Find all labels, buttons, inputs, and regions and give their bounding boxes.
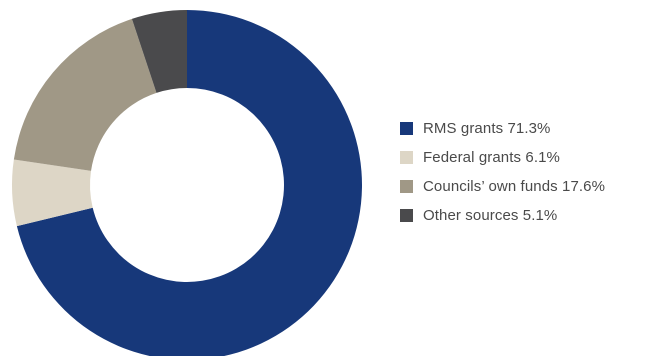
legend-swatch-other-sources bbox=[400, 208, 413, 222]
legend-item-councils-own-funds: Councils’ own funds 17.6% bbox=[400, 177, 606, 195]
legend-swatch-councils-own-funds bbox=[400, 179, 413, 193]
legend-swatch-federal-grants bbox=[400, 150, 413, 164]
legend-item-rms-grants: RMS grants 71.3% bbox=[400, 119, 605, 137]
legend-label-federal-grants: Federal grants 6.1% bbox=[423, 148, 560, 166]
legend-label-councils-own-funds: Councils’ own funds 17.6% bbox=[423, 177, 606, 195]
chart-legend: RMS grants 71.3% Federal grants 6.1% Cou… bbox=[400, 120, 605, 236]
legend-label-other-sources: Other sources 5.1% bbox=[423, 206, 558, 224]
legend-item-other-sources: Other sources 5.1% bbox=[400, 206, 605, 224]
legend-swatch-rms-grants bbox=[400, 121, 413, 135]
donut-slice-rms-grants bbox=[16, 10, 362, 356]
donut-slices bbox=[11, 10, 362, 356]
donut-slice-other-sources bbox=[131, 10, 187, 93]
donut-slice-councils-own-funds bbox=[13, 18, 157, 171]
legend-label-rms-grants: RMS grants 71.3% bbox=[423, 119, 551, 137]
donut-slice-federal-grants bbox=[11, 159, 93, 227]
legend-item-federal-grants: Federal grants 6.1% bbox=[400, 148, 605, 166]
